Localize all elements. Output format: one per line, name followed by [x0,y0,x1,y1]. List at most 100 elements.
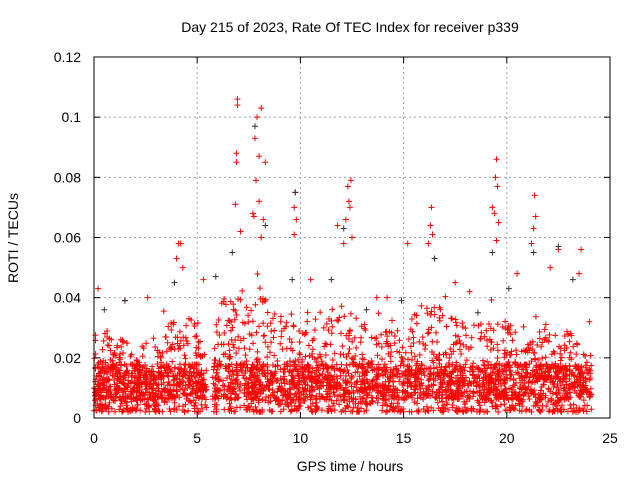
data-point [345,350,352,357]
data-point [551,400,558,407]
data-point [133,395,140,402]
data-point [586,394,593,401]
data-point [507,372,514,379]
data-point [124,384,131,391]
data-point [567,349,574,356]
data-point [545,338,552,345]
data-point [263,382,270,389]
data-point [103,389,110,396]
data-point [574,341,581,348]
data-point [163,348,170,355]
data-point [347,408,354,415]
data-point [542,368,549,375]
data-point [452,279,459,286]
data-point [396,349,403,356]
data-point [195,384,202,391]
data-point [488,376,495,383]
data-point [345,389,352,396]
data-point [260,320,267,327]
data-point [576,270,583,277]
data-point [529,389,536,396]
x-tick-label: 15 [396,430,412,446]
data-point [307,396,314,403]
data-point [372,374,379,381]
data-point [533,400,540,407]
data-point [108,364,115,371]
data-point [187,363,194,370]
data-point [250,396,257,403]
data-point [146,389,153,396]
data-point [532,394,539,401]
data-point [557,395,564,402]
data-point [254,114,261,121]
data-point [566,363,573,370]
data-point [432,372,439,379]
data-point [336,401,343,408]
data-point [155,402,162,409]
data-point [155,365,162,372]
data-point [535,363,542,370]
data-point [494,376,501,383]
data-point [586,318,593,325]
data-point [478,329,485,336]
data-point [110,396,117,403]
data-point [531,192,538,199]
data-point [557,367,564,374]
data-point [453,339,460,346]
data-point [529,372,536,379]
data-point [493,381,500,388]
data-point [383,367,390,374]
data-point [284,360,291,367]
data-point [174,372,181,379]
data-point [492,405,499,412]
data-point [262,159,269,166]
data-point [281,376,288,383]
data-point [226,408,233,415]
data-point [562,378,569,385]
data-point [420,340,427,347]
data-point [277,340,284,347]
data-point [404,240,411,247]
data-point [525,393,532,400]
data-point [547,388,554,395]
data-point [408,367,415,374]
data-point [340,240,347,247]
data-point [473,373,480,380]
data-point [280,369,287,376]
data-point [225,353,232,360]
data-point [92,332,99,339]
data-point [181,352,188,359]
data-point [319,378,326,385]
data-point [412,386,419,393]
data-point [487,364,494,371]
data-point [324,369,331,376]
data-point [406,408,413,415]
data-point [364,380,371,387]
data-point [258,105,265,112]
data-point [543,361,550,368]
data-point [356,387,363,394]
data-point [182,401,189,408]
data-point [352,396,359,403]
data-point [557,357,564,364]
data-point [278,333,285,340]
data-point [301,386,308,393]
x-tick-label: 25 [602,430,618,446]
data-point [291,363,298,370]
data-point [394,400,401,407]
data-point [526,360,533,367]
data-point [264,323,271,330]
data-point [266,406,273,413]
data-point [195,339,202,346]
data-point [458,389,465,396]
data-point [443,323,450,330]
data-point [251,382,258,389]
data-point [428,308,435,315]
data-point [445,406,452,413]
data-point [411,311,418,318]
data-point [276,383,283,390]
data-point [352,361,359,368]
data-point [331,392,338,399]
data-point [345,370,352,377]
data-point [127,353,134,360]
